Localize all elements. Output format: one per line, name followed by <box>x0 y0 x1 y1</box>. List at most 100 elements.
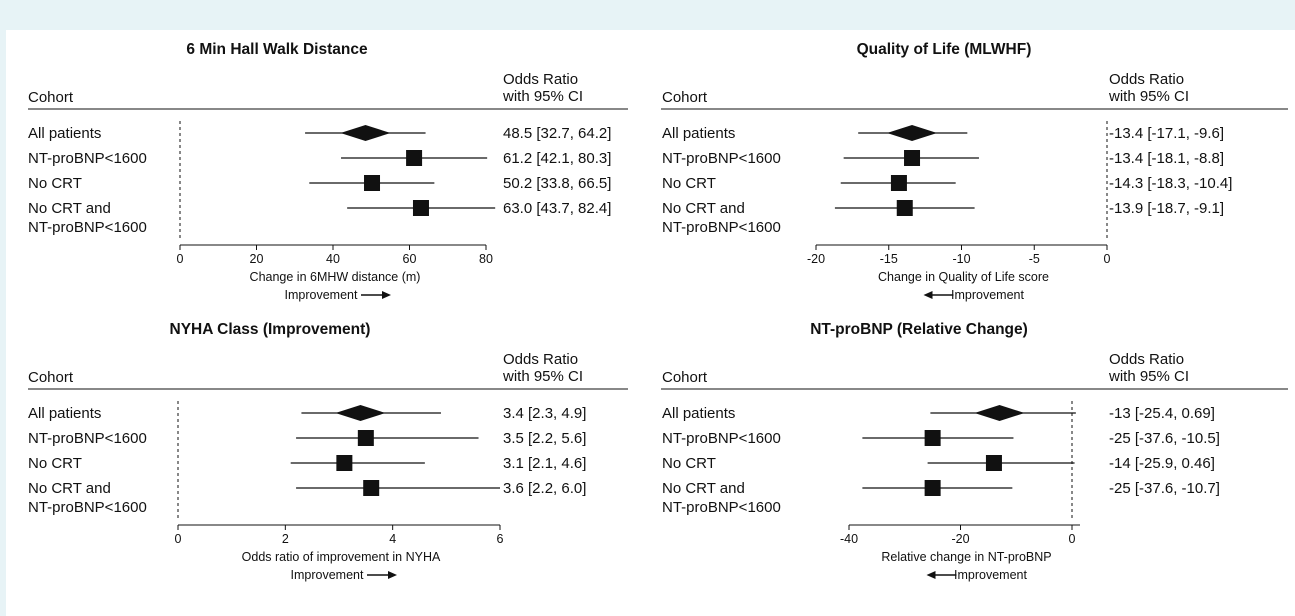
point-estimate-square <box>890 175 907 191</box>
ci-header: with 95% CI <box>1108 88 1189 105</box>
cohort-label: No CRT <box>28 175 82 192</box>
odds-ratio-value: -13 [-25.4, 0.69] <box>1109 405 1215 422</box>
cohort-label: NT-proBNP<1600 <box>662 219 781 236</box>
odds-ratio-value: 3.6 [2.2, 6.0] <box>503 480 586 497</box>
point-estimate-diamond <box>974 405 1025 421</box>
cohort-label: NT-proBNP<1600 <box>28 219 147 236</box>
x-tick-label: 0 <box>1104 252 1111 266</box>
cohort-label: No CRT <box>662 175 716 192</box>
cohort-label: All patients <box>662 125 735 142</box>
odds-ratio-value: -13.9 [-18.7, -9.1] <box>1109 200 1224 217</box>
improvement-label: Improvement <box>291 568 364 582</box>
x-tick-label: 80 <box>479 252 493 266</box>
panel-title: 6 Min Hall Walk Distance <box>186 41 368 58</box>
x-tick-label: -20 <box>807 252 825 266</box>
point-estimate-square <box>364 175 381 191</box>
odds-ratio-value: 3.4 [2.3, 4.9] <box>503 405 586 422</box>
improvement-arrow-left-icon <box>926 571 936 579</box>
x-tick-label: 0 <box>177 252 184 266</box>
x-tick-label: -5 <box>1029 252 1040 266</box>
odds-ratio-value: 61.2 [42.1, 80.3] <box>503 150 611 167</box>
x-tick-label: -20 <box>951 532 969 546</box>
odds-ratio-header: Odds Ratio <box>503 351 578 368</box>
forest-panel-3: NYHA Class (Improvement) Cohort Odds Ratio… <box>28 321 628 582</box>
cohort-header: Cohort <box>28 369 74 386</box>
point-estimate-square <box>904 150 921 166</box>
cohort-label: NT-proBNP<1600 <box>28 499 147 516</box>
improvement-arrow-right-icon <box>382 291 391 299</box>
odds-ratio-value: -14 [-25.9, 0.46] <box>1109 455 1215 472</box>
cohort-header: Cohort <box>662 89 708 106</box>
x-axis-label: Relative change in NT-proBNP <box>881 550 1051 564</box>
cohort-label: No CRT <box>28 455 82 472</box>
odds-ratio-value: 3.1 [2.1, 4.6] <box>503 455 586 472</box>
cohort-label: No CRT and <box>662 200 745 217</box>
cohort-label: No CRT and <box>662 480 745 497</box>
improvement-label: Improvement <box>954 568 1027 582</box>
cohort-header: Cohort <box>662 369 708 386</box>
forest-plots-figure: 6 Min Hall Walk Distance Cohort Odds Ratio… <box>28 41 1288 582</box>
odds-ratio-value: -13.4 [-18.1, -8.8] <box>1109 150 1224 167</box>
cohort-label: All patients <box>662 405 735 422</box>
ci-header: with 95% CI <box>502 88 583 105</box>
panel-title: NYHA Class (Improvement) <box>170 321 371 338</box>
odds-ratio-header: Odds Ratio <box>1109 351 1184 368</box>
point-estimate-diamond <box>335 405 386 421</box>
panel-title: Quality of Life (MLWHF) <box>857 41 1032 58</box>
x-tick-label: 60 <box>403 252 417 266</box>
cohort-label: All patients <box>28 405 101 422</box>
point-estimate-diamond <box>887 125 938 141</box>
point-estimate-square <box>924 480 941 496</box>
cohort-label: NT-proBNP<1600 <box>662 430 781 447</box>
x-axis-label: Change in Quality of Life score <box>878 270 1049 284</box>
cohort-label: NT-proBNP<1600 <box>662 499 781 516</box>
cohort-header: Cohort <box>28 89 74 106</box>
odds-ratio-header: Odds Ratio <box>1109 71 1184 88</box>
point-estimate-square <box>924 430 941 446</box>
point-estimate-square <box>412 200 429 216</box>
odds-ratio-header: Odds Ratio <box>503 71 578 88</box>
x-tick-label: 20 <box>250 252 264 266</box>
x-axis-label: Odds ratio of improvement in NYHA <box>242 550 441 564</box>
cohort-label: NT-proBNP<1600 <box>28 150 147 167</box>
cohort-label: NT-proBNP<1600 <box>662 150 781 167</box>
cohort-label: No CRT <box>662 455 716 472</box>
cohort-label: NT-proBNP<1600 <box>28 430 147 447</box>
improvement-arrow-right-icon <box>388 571 397 579</box>
improvement-arrow-left-icon <box>923 291 933 299</box>
improvement-label: Improvement <box>285 288 358 302</box>
point-estimate-square <box>985 455 1002 471</box>
odds-ratio-value: 3.5 [2.2, 5.6] <box>503 430 586 447</box>
x-tick-label: 2 <box>282 532 289 546</box>
ci-header: with 95% CI <box>1108 368 1189 385</box>
point-estimate-square <box>406 150 423 166</box>
improvement-label: Improvement <box>951 288 1024 302</box>
odds-ratio-value: -14.3 [-18.3, -10.4] <box>1109 175 1232 192</box>
odds-ratio-value: -25 [-37.6, -10.7] <box>1109 480 1220 497</box>
forest-panel-1: 6 Min Hall Walk Distance Cohort Odds Ratio… <box>28 41 628 302</box>
x-tick-label: 40 <box>326 252 340 266</box>
x-tick-label: 0 <box>175 532 182 546</box>
point-estimate-square <box>363 480 380 496</box>
odds-ratio-value: 50.2 [33.8, 66.5] <box>503 175 611 192</box>
point-estimate-square <box>357 430 374 446</box>
point-estimate-square <box>336 455 353 471</box>
forest-panel-4: NT-proBNP (Relative Change) Cohort Odds Ra… <box>661 321 1288 582</box>
x-tick-label: -40 <box>840 532 858 546</box>
cohort-label: All patients <box>28 125 101 142</box>
cohort-label: No CRT and <box>28 480 111 497</box>
ci-header: with 95% CI <box>502 368 583 385</box>
forest-panel-2: Quality of Life (MLWHF) Cohort Odds Ratiow… <box>661 41 1288 302</box>
x-tick-label: 6 <box>497 532 504 546</box>
cohort-label: No CRT and <box>28 200 111 217</box>
odds-ratio-value: 48.5 [32.7, 64.2] <box>503 125 611 142</box>
x-tick-label: -10 <box>952 252 970 266</box>
x-axis-label: Change in 6MHW distance (m) <box>250 270 421 284</box>
x-tick-label: 0 <box>1069 532 1076 546</box>
point-estimate-diamond <box>340 125 391 141</box>
odds-ratio-value: 63.0 [43.7, 82.4] <box>503 200 611 217</box>
odds-ratio-value: -25 [-37.6, -10.5] <box>1109 430 1220 447</box>
x-tick-label: 4 <box>389 532 396 546</box>
x-tick-label: -15 <box>880 252 898 266</box>
panel-title: NT-proBNP (Relative Change) <box>810 321 1028 338</box>
